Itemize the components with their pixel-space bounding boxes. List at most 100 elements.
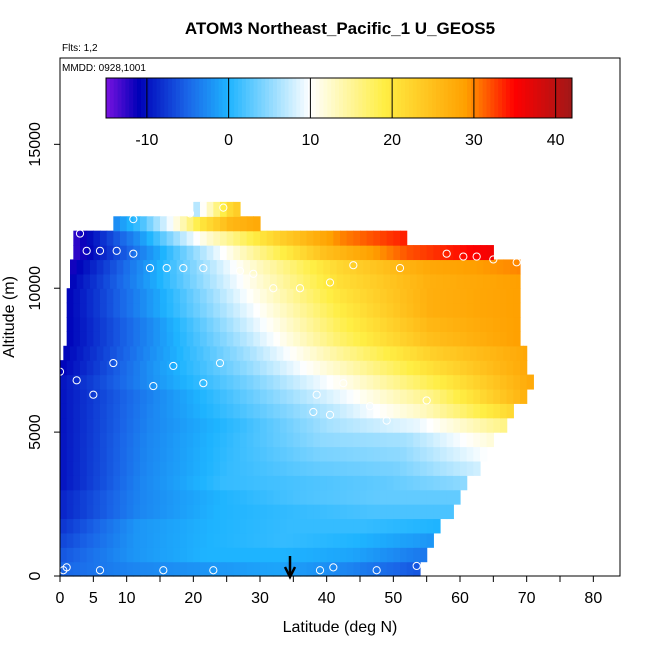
heatmap-cell	[110, 259, 118, 275]
heatmap-cell	[180, 432, 188, 448]
heatmap-cell	[260, 360, 268, 376]
heatmap-cell	[446, 288, 454, 304]
flight-point	[325, 278, 335, 287]
heatmap-cell	[326, 504, 334, 520]
heatmap-cell	[233, 360, 241, 376]
heatmap-cell	[120, 547, 128, 563]
heatmap-cell	[173, 547, 181, 563]
heatmap-cell	[126, 388, 134, 404]
colorbar-segment	[358, 78, 363, 118]
colorbar-segment	[494, 78, 499, 118]
heatmap-cell	[180, 561, 188, 577]
flight-point	[529, 393, 538, 402]
heatmap-cell	[116, 273, 124, 289]
heatmap-cell	[160, 360, 168, 376]
heatmap-cell	[406, 331, 414, 347]
heatmap-cell	[173, 489, 181, 505]
heatmap-cell	[96, 273, 104, 289]
heatmap-cell	[146, 432, 154, 448]
heatmap-cell	[300, 360, 308, 376]
heatmap-cell	[366, 489, 374, 505]
heatmap-cell	[366, 331, 374, 347]
heatmap-cell	[293, 532, 301, 548]
heatmap-cell	[203, 345, 211, 361]
heatmap-cell	[246, 417, 254, 433]
heatmap-cell	[156, 345, 164, 361]
colorbar-segment	[148, 78, 154, 118]
heatmap-cell	[86, 460, 94, 476]
heatmap-cell	[513, 388, 521, 404]
heatmap-cell	[440, 317, 448, 332]
heatmap-cell	[480, 417, 488, 433]
heatmap-cell	[206, 201, 214, 217]
heatmap-cell	[493, 388, 501, 404]
heatmap-cell	[100, 532, 108, 548]
heatmap-cell	[240, 331, 248, 347]
heatmap-cell	[153, 230, 161, 246]
heatmap-cell	[266, 403, 274, 419]
heatmap-cell	[373, 432, 381, 448]
heatmap-cell	[140, 417, 148, 433]
heatmap-cell	[120, 518, 128, 534]
heatmap-cell	[73, 446, 81, 462]
heatmap-cell	[123, 259, 131, 275]
heatmap-cell	[300, 547, 308, 563]
heatmap-cell	[160, 288, 168, 304]
heatmap-cell	[63, 345, 71, 361]
heatmap-cell	[300, 403, 308, 419]
heatmap-cell	[93, 360, 101, 376]
heatmap-cell	[333, 489, 341, 505]
heatmap-cell	[206, 360, 214, 376]
heatmap-cell	[80, 317, 88, 332]
heatmap-cell	[333, 475, 341, 491]
heatmap-cell	[506, 403, 514, 419]
heatmap-cell	[386, 475, 394, 491]
heatmap-cell	[113, 417, 121, 433]
heatmap-cell	[73, 460, 81, 476]
heatmap-cell	[333, 547, 341, 563]
heatmap-cell	[433, 489, 441, 505]
heatmap-cell	[346, 388, 354, 404]
heatmap-cell	[306, 302, 314, 318]
colorbar-segment	[490, 78, 495, 118]
heatmap-cell	[446, 360, 454, 376]
heatmap-cell	[226, 460, 234, 476]
heatmap-cell	[160, 489, 168, 505]
heatmap-cell	[266, 245, 274, 261]
heatmap-cell	[326, 446, 334, 462]
heatmap-cell	[400, 302, 408, 318]
heatmap-cell	[293, 547, 301, 563]
heatmap-cell	[373, 417, 381, 433]
heatmap-cell	[266, 561, 274, 577]
heatmap-cell	[293, 360, 301, 376]
heatmap-cell	[370, 273, 378, 289]
heatmap-cell	[353, 302, 361, 318]
heatmap-cell	[166, 288, 174, 304]
heatmap-cell	[413, 403, 421, 419]
heatmap-cell	[160, 230, 168, 246]
heatmap-cell	[153, 245, 161, 261]
colorbar-segment	[292, 78, 297, 118]
flight-point	[235, 266, 245, 276]
heatmap-cell	[266, 460, 274, 476]
colorbar-segment	[474, 78, 480, 118]
heatmap-cell	[80, 417, 88, 433]
heatmap-cell	[93, 547, 101, 563]
heatmap-cell	[133, 432, 141, 448]
heatmap-cell	[233, 460, 241, 476]
heatmap-cell	[423, 259, 431, 275]
heatmap-cell	[100, 388, 108, 404]
heatmap-cell	[266, 331, 274, 347]
heatmap-cell	[513, 360, 521, 376]
heatmap-cell	[60, 417, 68, 433]
colorbar-segment	[218, 78, 223, 118]
heatmap-cell	[380, 446, 388, 462]
heatmap-cell	[286, 331, 294, 347]
heatmap-cell	[246, 532, 254, 548]
heatmap-cell	[426, 403, 434, 419]
heatmap-cell	[120, 360, 128, 376]
heatmap-cell	[253, 403, 261, 419]
heatmap-cell	[353, 388, 361, 404]
heatmap-cell	[326, 317, 334, 332]
heatmap-cell	[80, 547, 88, 563]
